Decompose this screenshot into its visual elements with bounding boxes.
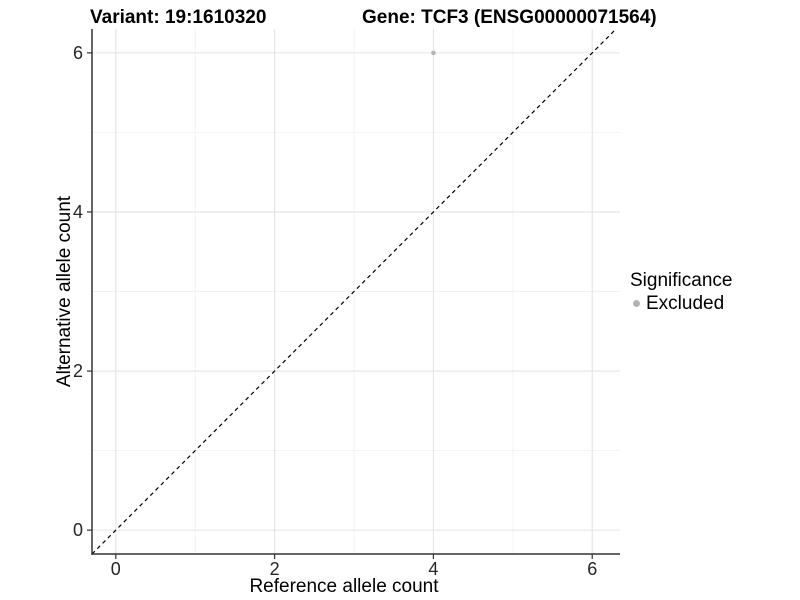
legend-entry-label: Excluded xyxy=(646,293,725,314)
plot-title-gene: Gene: TCF3 (ENSG00000071564) xyxy=(362,7,657,28)
legend-point-icon xyxy=(633,300,640,307)
data-point xyxy=(431,50,436,56)
x-tick-label: 6 xyxy=(587,559,597,579)
legend-entry-excluded: Excluded xyxy=(630,292,732,315)
x-axis-title: Reference allele count xyxy=(249,576,439,597)
y-tick-label: 4 xyxy=(73,202,83,222)
x-tick-label: 2 xyxy=(270,559,280,579)
y-axis-title: Alternative allele count xyxy=(54,195,75,387)
x-tick-label: 4 xyxy=(428,559,438,579)
y-tick-label: 2 xyxy=(73,361,83,381)
plot-title-variant: Variant: 19:1610320 xyxy=(90,7,267,28)
y-tick-label: 6 xyxy=(73,43,83,63)
legend-title: Significance xyxy=(630,270,733,291)
y-tick-label: 0 xyxy=(73,520,83,540)
identity-line xyxy=(91,28,617,555)
legend: Significance Excluded xyxy=(630,269,732,315)
x-tick-label: 0 xyxy=(111,559,121,579)
